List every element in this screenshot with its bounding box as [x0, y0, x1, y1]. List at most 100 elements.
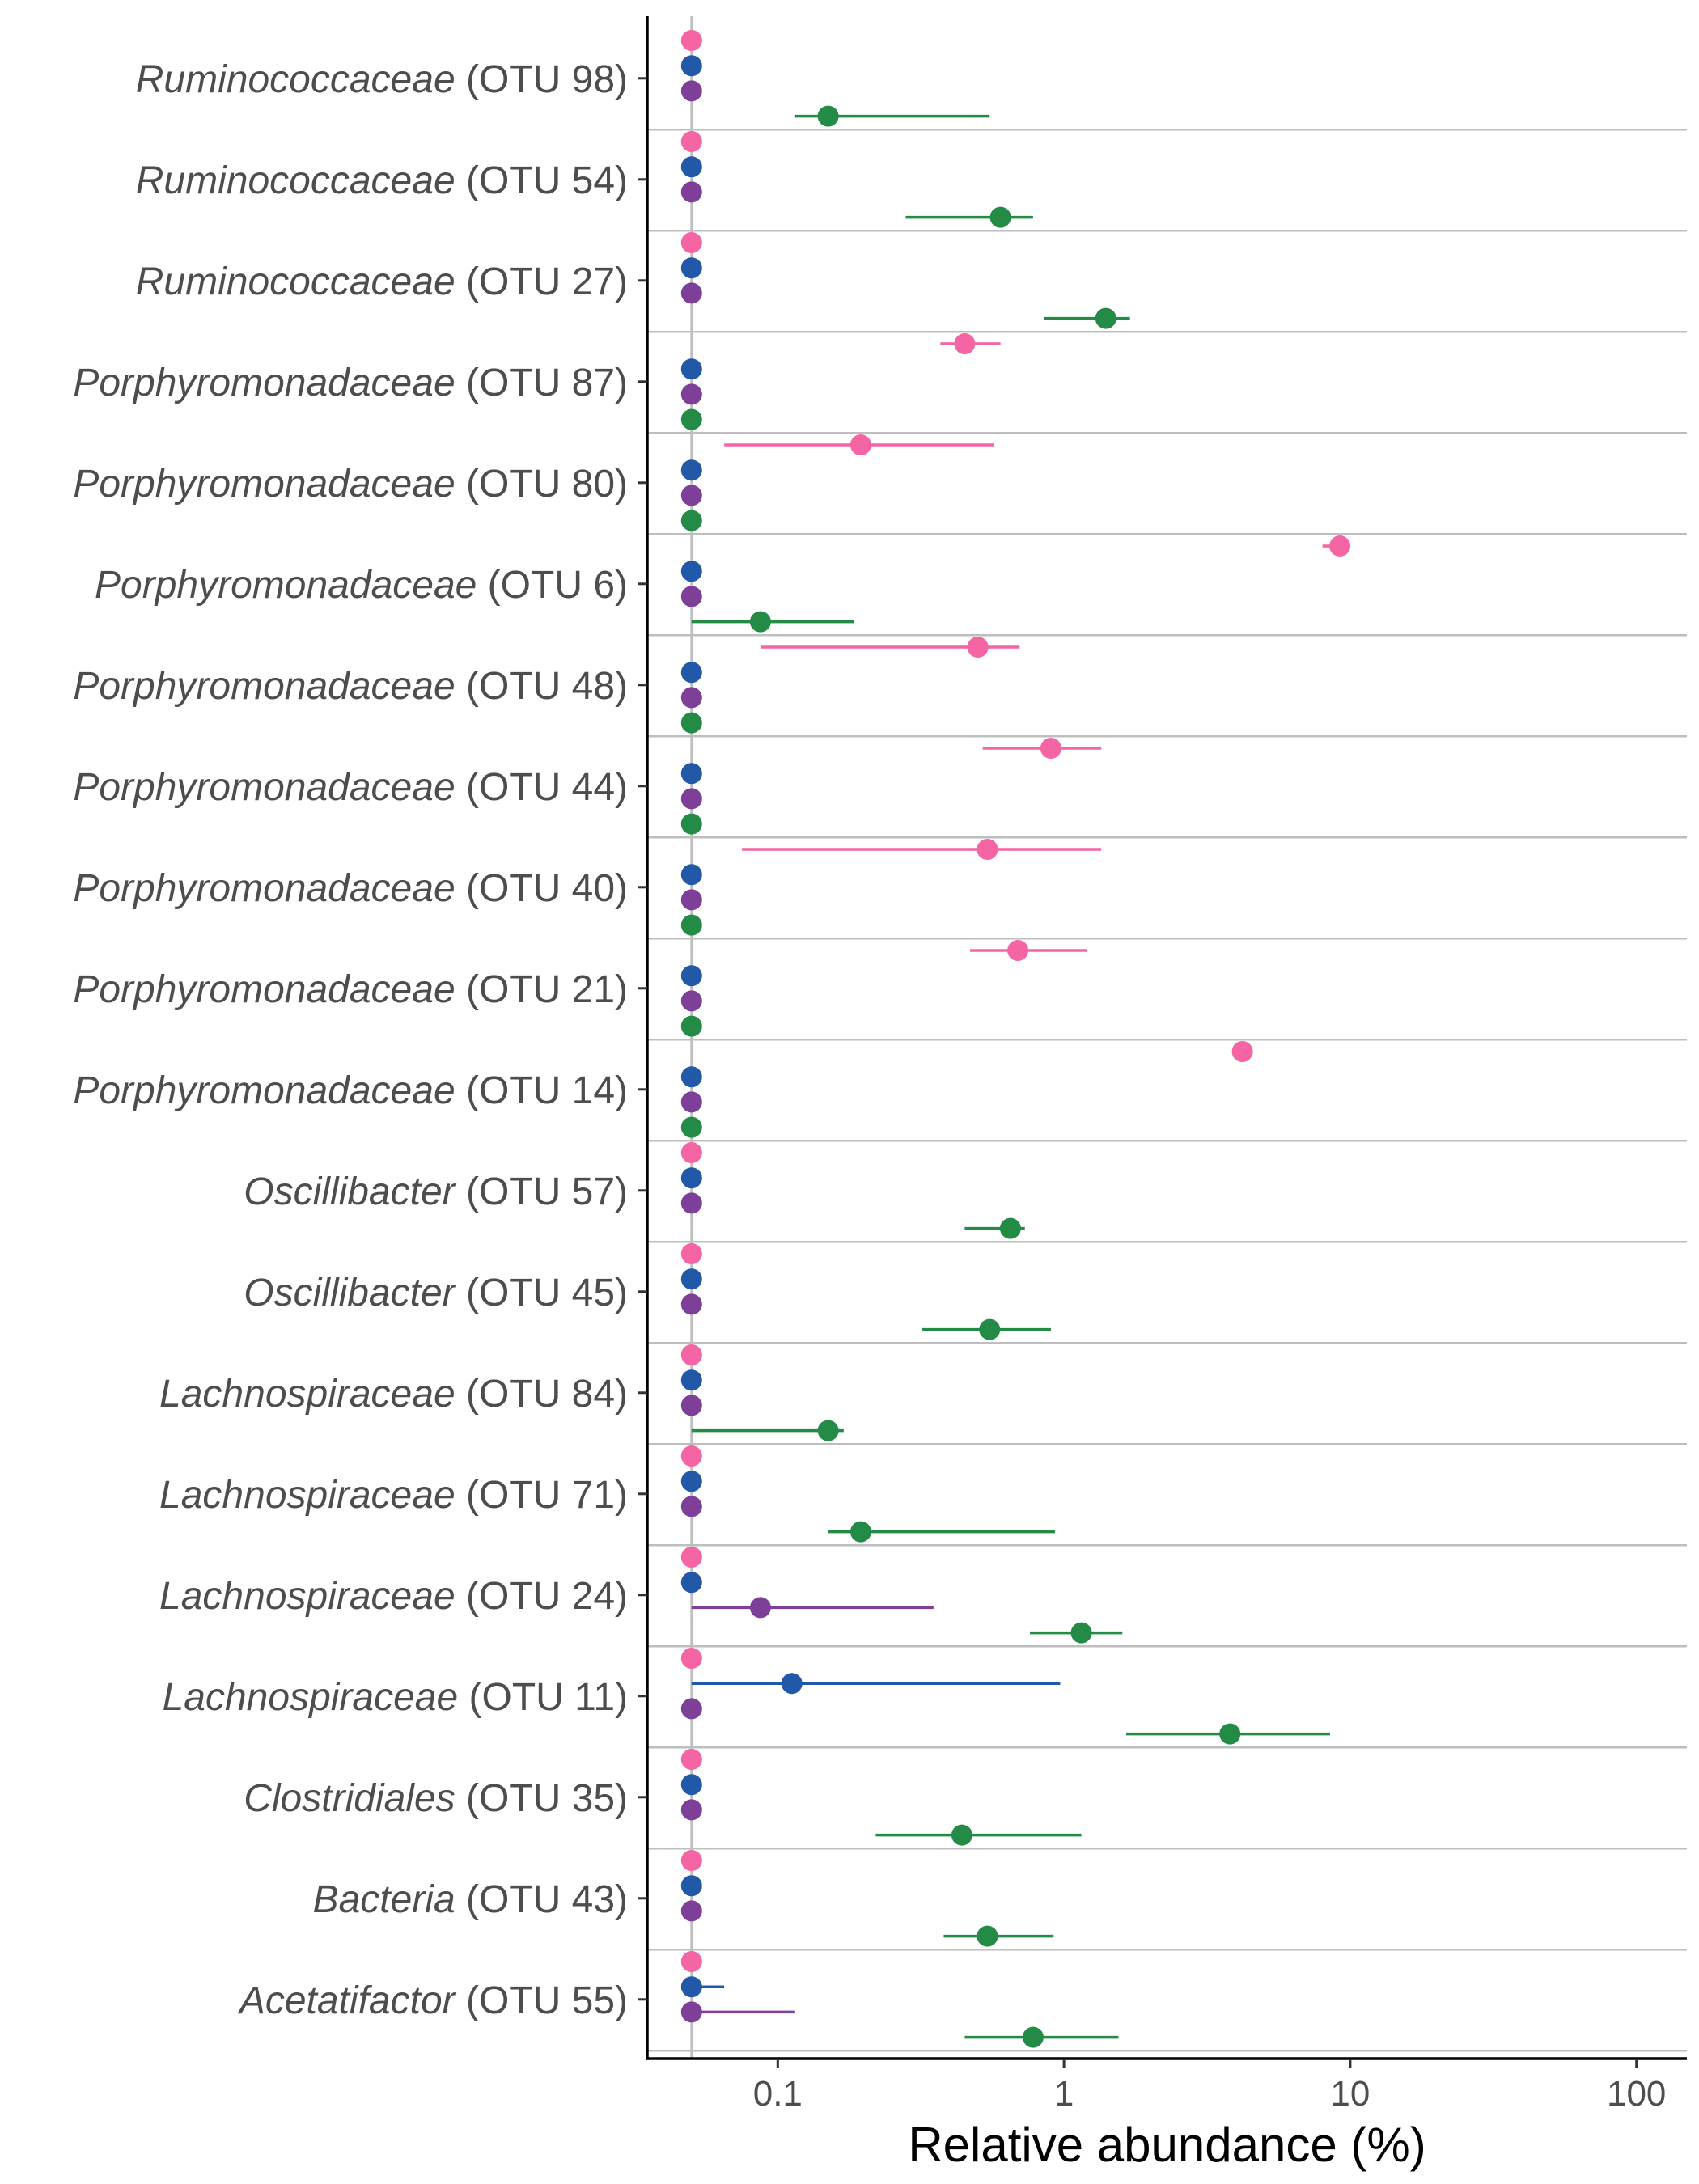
category-label-otu: (OTU 44) — [455, 766, 628, 809]
point-purple — [680, 990, 702, 1012]
point-green — [1219, 1723, 1241, 1745]
point-purple — [680, 181, 702, 203]
category-label-genus: Porphyromonadaceae — [73, 968, 455, 1011]
point-blue — [680, 1976, 702, 1998]
point-pink — [680, 232, 702, 253]
point-purple — [680, 788, 702, 810]
point-pink — [1007, 940, 1029, 961]
point-pink — [680, 30, 702, 51]
category-label-genus: Clostridiales — [244, 1777, 455, 1820]
category-label-otu: (OTU 14) — [455, 1069, 628, 1112]
x-tick-label: 100 — [1607, 2074, 1666, 2114]
point-green — [680, 510, 702, 531]
data-points — [680, 30, 1351, 2048]
point-pink — [680, 1648, 702, 1669]
category-label-otu: (OTU 57) — [455, 1170, 628, 1213]
point-pink — [680, 1243, 702, 1264]
point-blue — [680, 1268, 702, 1290]
point-pink — [1040, 738, 1061, 759]
point-blue — [680, 864, 702, 886]
point-purple — [680, 485, 702, 506]
point-blue — [680, 257, 702, 279]
category-label-otu: (OTU 55) — [455, 1979, 628, 2022]
point-green — [680, 813, 702, 835]
point-green — [680, 914, 702, 936]
point-blue — [680, 763, 702, 785]
point-purple — [680, 1496, 702, 1517]
category-label: Acetatifactor (OTU 55) — [237, 1979, 628, 2022]
point-blue — [680, 55, 702, 77]
point-green — [989, 206, 1011, 228]
point-purple — [680, 2001, 702, 2023]
category-label: Porphyromonadaceae (OTU 40) — [73, 867, 628, 910]
point-purple — [680, 1698, 702, 1720]
x-axis-title: Relative abundance (%) — [908, 2118, 1426, 2172]
point-purple — [680, 80, 702, 102]
category-label-otu: (OTU 35) — [455, 1777, 628, 1820]
category-label: Lachnospiraceae (OTU 84) — [159, 1373, 628, 1416]
category-label-otu: (OTU 43) — [455, 1878, 628, 1921]
category-label-genus: Porphyromonadaceae — [73, 766, 455, 809]
point-purple — [749, 1597, 771, 1619]
category-label-otu: (OTU 6) — [477, 564, 628, 607]
point-green — [680, 712, 702, 734]
category-label: Bacteria (OTU 43) — [313, 1878, 628, 1921]
category-label-genus: Lachnospiraceae — [159, 1373, 455, 1416]
point-green — [999, 1217, 1021, 1239]
point-pink — [680, 1445, 702, 1467]
category-label-otu: (OTU 71) — [455, 1474, 628, 1517]
point-purple — [680, 383, 702, 405]
category-label: Lachnospiraceae (OTU 71) — [159, 1474, 628, 1517]
category-label-genus: Acetatifactor — [237, 1979, 457, 2022]
point-pink — [1329, 535, 1351, 557]
point-pink — [850, 434, 871, 455]
category-label-genus: Oscillibacter — [244, 1170, 456, 1213]
category-label-genus: Ruminococcaceae — [136, 159, 455, 202]
y-tick-labels: Ruminococcaceae (OTU 98)Ruminococcaceae … — [73, 58, 647, 2022]
point-green — [817, 1420, 839, 1441]
category-label-genus: Porphyromonadaceae — [73, 362, 455, 404]
point-blue — [680, 1167, 702, 1189]
point-green — [680, 408, 702, 430]
category-label: Oscillibacter (OTU 57) — [244, 1170, 628, 1213]
axes — [646, 16, 1687, 2060]
point-pink — [967, 637, 989, 658]
category-label: Porphyromonadaceae (OTU 80) — [73, 463, 628, 506]
point-pink — [954, 333, 976, 354]
point-purple — [680, 282, 702, 304]
category-label: Ruminococcaceae (OTU 54) — [136, 159, 628, 202]
point-pink — [1231, 1041, 1253, 1062]
category-label-genus: Porphyromonadaceae — [73, 665, 455, 708]
point-purple — [680, 1192, 702, 1214]
point-pink — [680, 1142, 702, 1163]
point-blue — [680, 1369, 702, 1391]
point-green — [850, 1521, 871, 1543]
point-blue — [680, 662, 702, 684]
category-label: Ruminococcaceae (OTU 27) — [136, 260, 628, 303]
point-blue — [680, 1066, 702, 1088]
point-pink — [977, 839, 998, 860]
category-label-genus: Porphyromonadaceae — [95, 564, 477, 607]
category-separators — [647, 128, 1687, 2052]
point-green — [951, 1824, 972, 1846]
point-purple — [680, 1091, 702, 1113]
category-label: Oscillibacter (OTU 45) — [244, 1272, 628, 1314]
point-pink — [680, 1344, 702, 1365]
category-label-genus: Porphyromonadaceae — [73, 463, 455, 506]
category-label-otu: (OTU 40) — [455, 867, 628, 910]
category-label-otu: (OTU 24) — [455, 1575, 628, 1618]
point-blue — [680, 156, 702, 178]
x-tick-labels: 0.1 1 10 100 — [753, 2059, 1666, 2114]
category-label-otu: (OTU 84) — [455, 1373, 628, 1416]
category-label-otu: (OTU 80) — [455, 463, 628, 506]
category-label-otu: (OTU 87) — [455, 362, 628, 404]
category-label: Porphyromonadaceae (OTU 21) — [73, 968, 628, 1011]
point-green — [1095, 307, 1116, 329]
x-tick-label: 0.1 — [753, 2074, 803, 2114]
point-purple — [680, 1799, 702, 1821]
category-label: Clostridiales (OTU 35) — [244, 1777, 628, 1820]
point-pink — [680, 1850, 702, 1871]
point-blue — [680, 459, 702, 481]
